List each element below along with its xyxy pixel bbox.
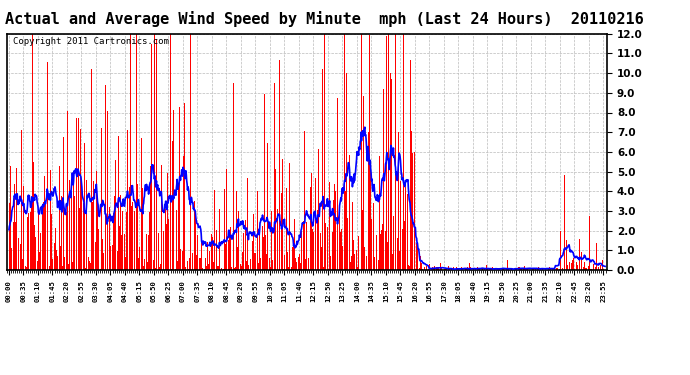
Text: Actual and Average Wind Speed by Minute  mph (Last 24 Hours)  20110216: Actual and Average Wind Speed by Minute … <box>5 11 644 27</box>
Text: Copyright 2011 Cartronics.com: Copyright 2011 Cartronics.com <box>13 37 169 46</box>
